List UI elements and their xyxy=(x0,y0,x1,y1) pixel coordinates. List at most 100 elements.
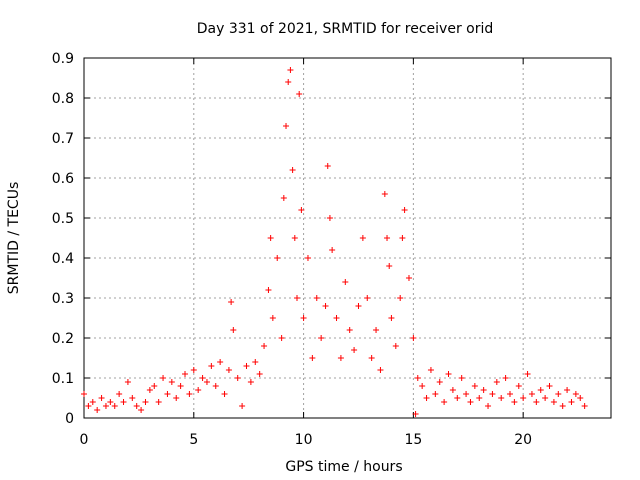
data-point xyxy=(217,359,224,365)
data-point xyxy=(401,207,408,213)
data-point xyxy=(449,387,456,393)
y-axis-label: SRMTID / TECUs xyxy=(6,182,22,295)
data-point xyxy=(572,391,579,397)
data-point xyxy=(203,379,210,385)
y-tick-label: 0.9 xyxy=(52,51,74,67)
data-point xyxy=(373,327,380,333)
data-point xyxy=(555,391,562,397)
data-point xyxy=(304,255,311,261)
data-point xyxy=(577,395,584,401)
data-point xyxy=(564,387,571,393)
data-point xyxy=(397,295,404,301)
data-point xyxy=(160,375,167,381)
data-point xyxy=(195,387,202,393)
data-point xyxy=(228,299,235,305)
data-point xyxy=(186,391,193,397)
data-point xyxy=(528,391,535,397)
data-point xyxy=(261,343,268,349)
data-point xyxy=(81,391,87,397)
data-point xyxy=(463,391,470,397)
data-point xyxy=(309,355,316,361)
data-point xyxy=(265,287,272,293)
data-point xyxy=(243,363,250,369)
data-point xyxy=(168,379,175,385)
data-point xyxy=(489,391,496,397)
data-point xyxy=(199,375,206,381)
data-point xyxy=(581,403,588,409)
data-point xyxy=(287,67,294,73)
data-point xyxy=(458,375,465,381)
data-point xyxy=(454,395,461,401)
data-point xyxy=(381,191,388,197)
data-point xyxy=(283,123,290,129)
x-tick-label: 15 xyxy=(404,432,422,448)
data-point xyxy=(412,411,419,417)
data-point xyxy=(247,379,254,385)
data-point xyxy=(493,379,500,385)
data-point xyxy=(480,387,487,393)
data-point xyxy=(568,399,575,405)
x-tick-label: 5 xyxy=(189,432,198,448)
data-point xyxy=(511,399,518,405)
data-point xyxy=(239,403,246,409)
data-point xyxy=(151,383,158,389)
data-point xyxy=(230,327,237,333)
data-point xyxy=(359,235,366,241)
data-point xyxy=(423,395,430,401)
data-point xyxy=(441,399,448,405)
data-point xyxy=(177,383,184,389)
plot-frame xyxy=(83,57,612,419)
data-point xyxy=(300,315,307,321)
chart-title: Day 331 of 2021, SRMTID for receiver ori… xyxy=(197,21,494,37)
x-axis-label: GPS time / hours xyxy=(285,459,402,475)
data-point xyxy=(342,279,349,285)
data-point xyxy=(329,247,336,253)
data-point xyxy=(410,335,417,341)
data-point xyxy=(107,399,114,405)
data-point xyxy=(337,355,344,361)
data-point xyxy=(221,391,228,397)
data-point xyxy=(386,263,393,269)
data-point xyxy=(234,375,241,381)
data-point xyxy=(285,79,292,85)
data-point xyxy=(155,399,162,405)
data-point xyxy=(515,383,522,389)
data-point xyxy=(173,395,180,401)
y-tick-label: 0.6 xyxy=(52,171,74,187)
data-point xyxy=(432,391,439,397)
y-tick-label: 0.4 xyxy=(52,251,74,267)
data-point xyxy=(419,383,426,389)
data-point xyxy=(267,235,274,241)
data-point xyxy=(190,367,197,373)
data-point xyxy=(89,399,96,405)
x-tick-label: 0 xyxy=(80,432,89,448)
data-point xyxy=(85,403,92,409)
data-point xyxy=(225,367,232,373)
data-point xyxy=(94,407,101,413)
data-point xyxy=(256,371,263,377)
data-point xyxy=(524,371,531,377)
y-tick-label: 0 xyxy=(65,411,74,427)
data-point xyxy=(377,367,384,373)
data-point xyxy=(346,327,353,333)
data-point xyxy=(502,375,509,381)
data-point xyxy=(269,315,276,321)
data-point xyxy=(333,315,340,321)
data-point xyxy=(533,399,540,405)
y-tick-label: 0.7 xyxy=(52,131,74,147)
data-point xyxy=(129,395,136,401)
data-point xyxy=(322,303,329,309)
data-point xyxy=(318,335,325,341)
data-point xyxy=(368,355,375,361)
x-axis-ticks: 0 5 10 15 20 xyxy=(80,58,532,448)
y-axis-ticks: 0 0.1 0.2 0.3 0.4 0.5 0.6 0.7 0.8 0.9 xyxy=(52,51,611,427)
data-point xyxy=(414,375,421,381)
data-point xyxy=(542,395,549,401)
data-point xyxy=(506,391,513,397)
data-point xyxy=(476,395,483,401)
data-point xyxy=(485,403,492,409)
data-point xyxy=(364,295,371,301)
y-tick-label: 0.3 xyxy=(52,291,74,307)
data-point xyxy=(116,391,123,397)
